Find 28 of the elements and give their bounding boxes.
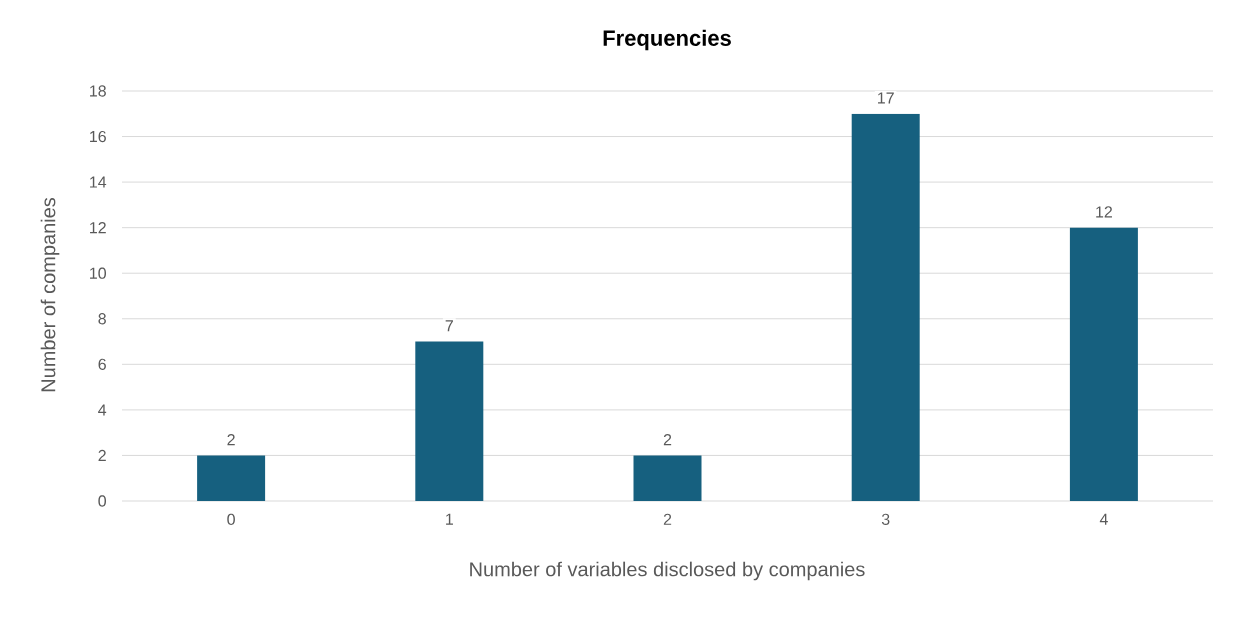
bar (415, 341, 484, 501)
data-label: 2 (663, 434, 672, 446)
data-label: 2 (227, 434, 235, 446)
y-tick-label: 0 (98, 495, 107, 507)
x-tick-label: 1 (446, 513, 453, 525)
data-label: 12 (1096, 206, 1112, 218)
x-axis-title: Number of variables disclosed by companies (470, 561, 865, 581)
y-tick-label: 8 (98, 313, 106, 325)
y-tick-label: 2 (98, 449, 106, 462)
x-tick-label: 0 (227, 513, 235, 526)
y-axis-title: Number of companies (40, 197, 60, 392)
y-tick-label: 12 (90, 222, 106, 234)
y-tick-label: 4 (98, 404, 107, 416)
bar (1069, 227, 1138, 501)
y-tick-label: 18 (90, 85, 106, 97)
y-tick-label: 14 (90, 176, 107, 188)
chart-title: Frequencies (603, 29, 731, 51)
x-tick-label: 4 (1099, 513, 1108, 525)
bar (851, 113, 920, 501)
bar (633, 455, 702, 501)
y-tick-label: 10 (90, 267, 107, 279)
x-tick-label: 2 (663, 513, 672, 525)
y-tick-label: 16 (90, 130, 106, 143)
data-label: 17 (878, 92, 894, 104)
bar (197, 455, 266, 501)
data-label: 7 (445, 320, 453, 332)
x-tick-label: 3 (881, 513, 890, 526)
y-tick-label: 6 (98, 358, 106, 370)
